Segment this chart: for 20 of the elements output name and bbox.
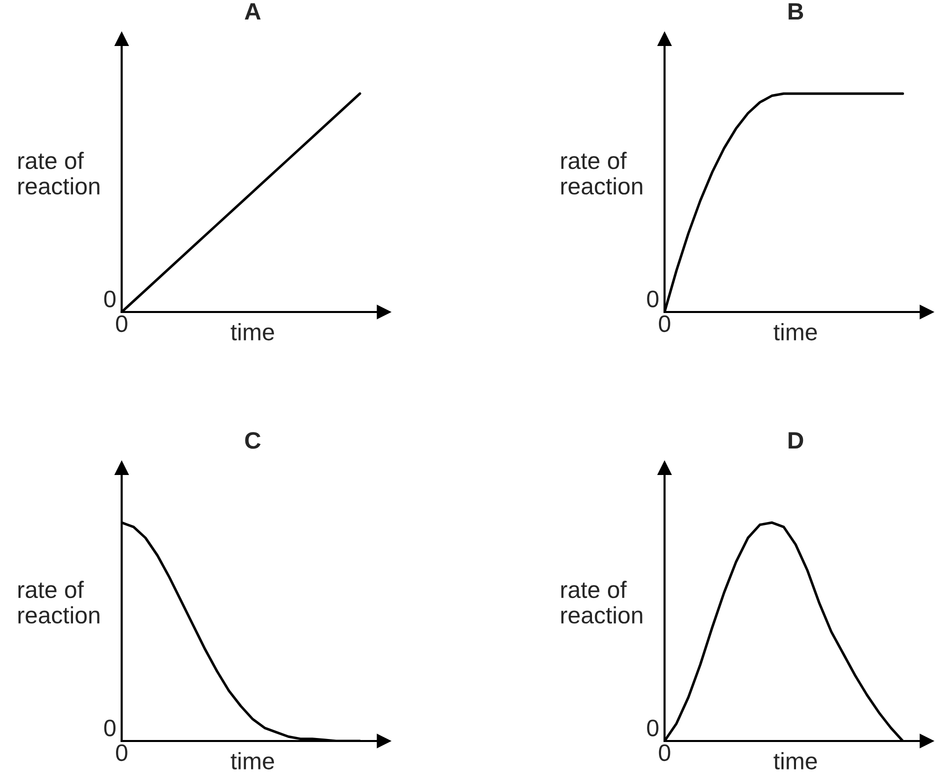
text: 0 bbox=[104, 720, 116, 736]
x-axis-title: time bbox=[230, 752, 274, 770]
x-axis-title: time bbox=[774, 752, 817, 770]
chart-title: A bbox=[244, 3, 261, 20]
y-axis-title: rate of reaction bbox=[18, 152, 100, 195]
chart-title: B bbox=[788, 3, 804, 20]
text: 0 bbox=[104, 290, 116, 308]
y-axis-title: rate of reaction bbox=[561, 580, 642, 624]
text: 0 bbox=[658, 744, 670, 762]
text: 0 bbox=[647, 290, 658, 308]
chart-title: C bbox=[245, 432, 261, 449]
y-axis-title: rate of reaction bbox=[561, 152, 642, 195]
text: 0 bbox=[647, 720, 658, 736]
text: 0 bbox=[116, 315, 128, 332]
x-axis-title: time bbox=[230, 323, 274, 340]
x-axis-title: time bbox=[774, 323, 817, 340]
y-axis-title: rate of reaction bbox=[18, 580, 100, 624]
text: 0 bbox=[116, 744, 128, 762]
chart-title: D bbox=[788, 432, 804, 449]
text: 0 bbox=[658, 315, 670, 332]
